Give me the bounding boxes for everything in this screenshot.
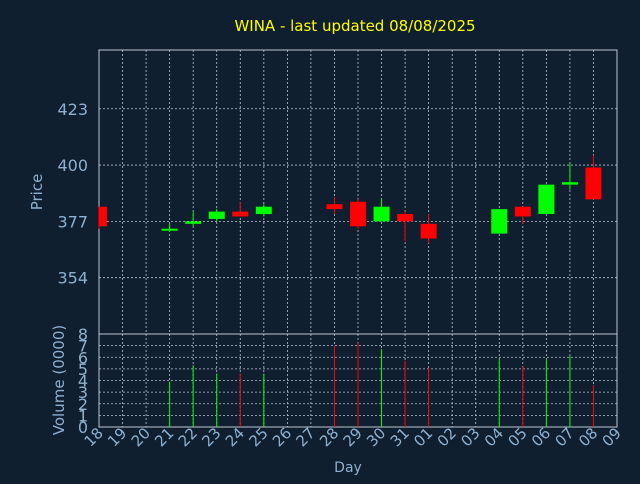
candle-body — [538, 184, 555, 215]
x-tick-label: 06 — [528, 424, 554, 450]
candle — [208, 209, 225, 222]
candle-body — [373, 206, 390, 222]
x-tick-label: 07 — [552, 424, 578, 450]
candle — [98, 206, 107, 229]
candle — [538, 184, 555, 215]
price-y-ticks: 354 377 400 423 — [57, 100, 88, 288]
volume-tick-label: 3 — [78, 383, 88, 402]
volume-tick-label: 5 — [78, 360, 88, 379]
volume-tick-label: 6 — [78, 348, 88, 367]
candle — [161, 223, 178, 232]
x-tick-label: 25 — [245, 424, 271, 450]
x-tick-label: 28 — [316, 424, 342, 450]
volume-tick-label: 0 — [78, 418, 88, 437]
x-tick-label: 20 — [128, 424, 154, 450]
candle-body — [561, 182, 578, 185]
x-tick-label: 04 — [481, 424, 507, 450]
candle-body — [350, 201, 366, 227]
candle — [350, 199, 366, 229]
price-axis-label: Price — [28, 174, 46, 211]
volume-tick-label: 4 — [78, 372, 88, 391]
candle-body — [232, 211, 249, 217]
x-tick-label: 29 — [340, 424, 366, 450]
x-tick-label: 01 — [410, 424, 436, 450]
candle-body — [99, 206, 107, 227]
x-tick-label: 24 — [222, 424, 248, 450]
candle — [397, 211, 414, 241]
candle — [561, 162, 578, 190]
price-tick-label: 423 — [57, 100, 88, 119]
volume-tick-label: 8 — [78, 325, 88, 344]
x-ticks: 1819202122232425262728293031010203040506… — [81, 424, 625, 450]
volume-tick-label: 2 — [78, 395, 88, 414]
x-axis-label: Day — [334, 460, 362, 476]
x-tick-label: 09 — [599, 424, 625, 450]
candle — [514, 206, 531, 224]
x-tick-label: 19 — [104, 424, 130, 450]
candle — [326, 196, 343, 215]
candle — [420, 214, 437, 244]
candle — [185, 211, 202, 227]
x-tick-label: 30 — [363, 424, 389, 450]
candle-body — [326, 204, 343, 210]
price-tick-label: 377 — [57, 212, 88, 231]
candle — [232, 201, 249, 217]
candle-body — [420, 223, 437, 239]
candle-body — [255, 206, 272, 215]
candle-body — [208, 211, 225, 219]
x-tick-label: 05 — [504, 424, 530, 450]
x-tick-label: 21 — [151, 424, 177, 450]
x-tick-label: 22 — [175, 424, 201, 450]
candle — [255, 204, 272, 217]
x-tick-label: 03 — [457, 424, 483, 450]
candle-body — [397, 214, 414, 222]
candle-body — [161, 228, 178, 231]
candle-body — [185, 221, 202, 224]
x-tick-label: 27 — [293, 424, 319, 450]
chart-title: WINA - last updated 08/08/2025 — [234, 17, 475, 35]
volume-tick-label: 1 — [78, 406, 88, 425]
x-tick-label: 26 — [269, 424, 295, 450]
candle — [373, 199, 390, 222]
x-tick-label: 31 — [387, 424, 413, 450]
price-grid — [99, 50, 617, 334]
candle-body — [585, 167, 602, 200]
price-tick-label: 354 — [57, 269, 88, 288]
candle-series — [98, 155, 602, 244]
candle — [585, 155, 602, 200]
volume-series — [169, 343, 594, 427]
x-tick-label: 02 — [434, 424, 460, 450]
candle-body — [514, 206, 531, 217]
candle — [491, 209, 508, 234]
x-tick-label: 08 — [575, 424, 601, 450]
price-tick-label: 400 — [57, 156, 88, 175]
volume-axis-label: Volume (0000) — [50, 325, 68, 435]
x-tick-label: 23 — [198, 424, 224, 450]
candle-body — [491, 209, 508, 234]
volume-tick-label: 7 — [78, 337, 88, 356]
